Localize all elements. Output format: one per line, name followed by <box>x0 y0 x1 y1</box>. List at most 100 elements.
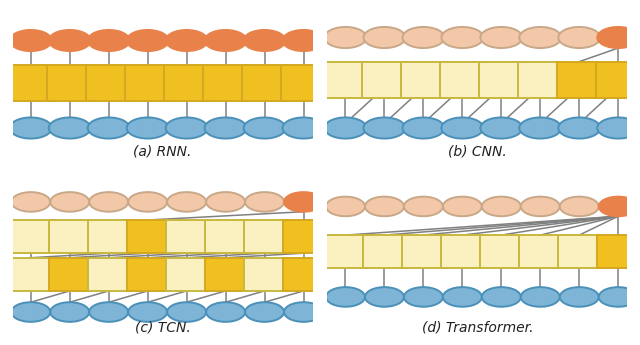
Circle shape <box>599 197 637 216</box>
Bar <box>8 65 53 101</box>
Circle shape <box>166 30 207 51</box>
Circle shape <box>245 302 284 322</box>
Bar <box>205 258 246 291</box>
Bar <box>244 258 285 291</box>
Circle shape <box>482 197 521 216</box>
Bar <box>125 65 170 101</box>
Circle shape <box>166 117 207 139</box>
Text: (b) CNN.: (b) CNN. <box>448 144 507 158</box>
Circle shape <box>403 27 444 48</box>
Circle shape <box>282 117 324 139</box>
Circle shape <box>365 287 404 307</box>
Circle shape <box>167 302 206 322</box>
Bar <box>242 65 287 101</box>
Bar <box>166 258 207 291</box>
Circle shape <box>481 117 522 139</box>
Circle shape <box>206 192 245 212</box>
Circle shape <box>128 302 167 322</box>
Circle shape <box>519 27 561 48</box>
Bar <box>244 220 285 253</box>
Bar <box>282 220 324 253</box>
Circle shape <box>49 117 91 139</box>
Bar <box>282 258 324 291</box>
Bar <box>518 62 563 98</box>
Bar <box>47 65 92 101</box>
Circle shape <box>324 117 367 139</box>
Circle shape <box>167 192 206 212</box>
Bar <box>519 235 561 268</box>
Circle shape <box>521 287 560 307</box>
Bar <box>403 235 444 268</box>
Circle shape <box>245 192 284 212</box>
Bar <box>401 62 446 98</box>
Bar <box>127 258 169 291</box>
Circle shape <box>244 30 285 51</box>
Bar <box>88 220 130 253</box>
Circle shape <box>324 27 367 48</box>
Circle shape <box>89 192 128 212</box>
Circle shape <box>88 30 130 51</box>
Circle shape <box>442 117 483 139</box>
Circle shape <box>88 117 130 139</box>
Circle shape <box>364 27 405 48</box>
Bar <box>479 62 524 98</box>
Text: (d) Transformer.: (d) Transformer. <box>422 321 533 335</box>
Circle shape <box>10 30 52 51</box>
Bar <box>324 235 367 268</box>
Bar <box>442 235 483 268</box>
Bar <box>362 62 407 98</box>
Circle shape <box>443 197 482 216</box>
Bar <box>364 235 405 268</box>
Circle shape <box>403 117 444 139</box>
Circle shape <box>12 302 51 322</box>
Circle shape <box>326 197 365 216</box>
Circle shape <box>127 30 169 51</box>
Circle shape <box>10 117 52 139</box>
Circle shape <box>51 192 89 212</box>
Bar <box>127 220 169 253</box>
Text: (a) RNN.: (a) RNN. <box>134 144 192 158</box>
Circle shape <box>12 192 51 212</box>
Circle shape <box>597 27 639 48</box>
Bar <box>86 65 131 101</box>
Text: (c) TCN.: (c) TCN. <box>135 321 191 335</box>
Circle shape <box>364 117 405 139</box>
Bar <box>166 220 207 253</box>
Circle shape <box>205 30 246 51</box>
Bar <box>205 220 246 253</box>
Bar <box>596 62 640 98</box>
Bar <box>440 62 485 98</box>
Circle shape <box>558 27 600 48</box>
Circle shape <box>284 192 323 212</box>
Circle shape <box>519 117 561 139</box>
Circle shape <box>282 30 324 51</box>
Circle shape <box>443 287 482 307</box>
Circle shape <box>560 197 599 216</box>
Circle shape <box>404 197 443 216</box>
Bar <box>49 258 91 291</box>
Circle shape <box>127 117 169 139</box>
Circle shape <box>206 302 245 322</box>
Bar <box>597 235 639 268</box>
Circle shape <box>482 287 521 307</box>
Bar <box>164 65 209 101</box>
Circle shape <box>404 287 443 307</box>
Circle shape <box>481 27 522 48</box>
Circle shape <box>326 287 365 307</box>
Bar <box>203 65 248 101</box>
Circle shape <box>560 287 599 307</box>
Circle shape <box>284 302 323 322</box>
Circle shape <box>49 30 91 51</box>
Bar <box>481 235 522 268</box>
Circle shape <box>51 302 89 322</box>
Bar <box>88 258 130 291</box>
Circle shape <box>521 197 560 216</box>
Bar <box>557 62 602 98</box>
Circle shape <box>599 287 637 307</box>
Bar <box>10 220 52 253</box>
Bar <box>558 235 600 268</box>
Circle shape <box>597 117 639 139</box>
Circle shape <box>89 302 128 322</box>
Bar <box>323 62 368 98</box>
Circle shape <box>558 117 600 139</box>
